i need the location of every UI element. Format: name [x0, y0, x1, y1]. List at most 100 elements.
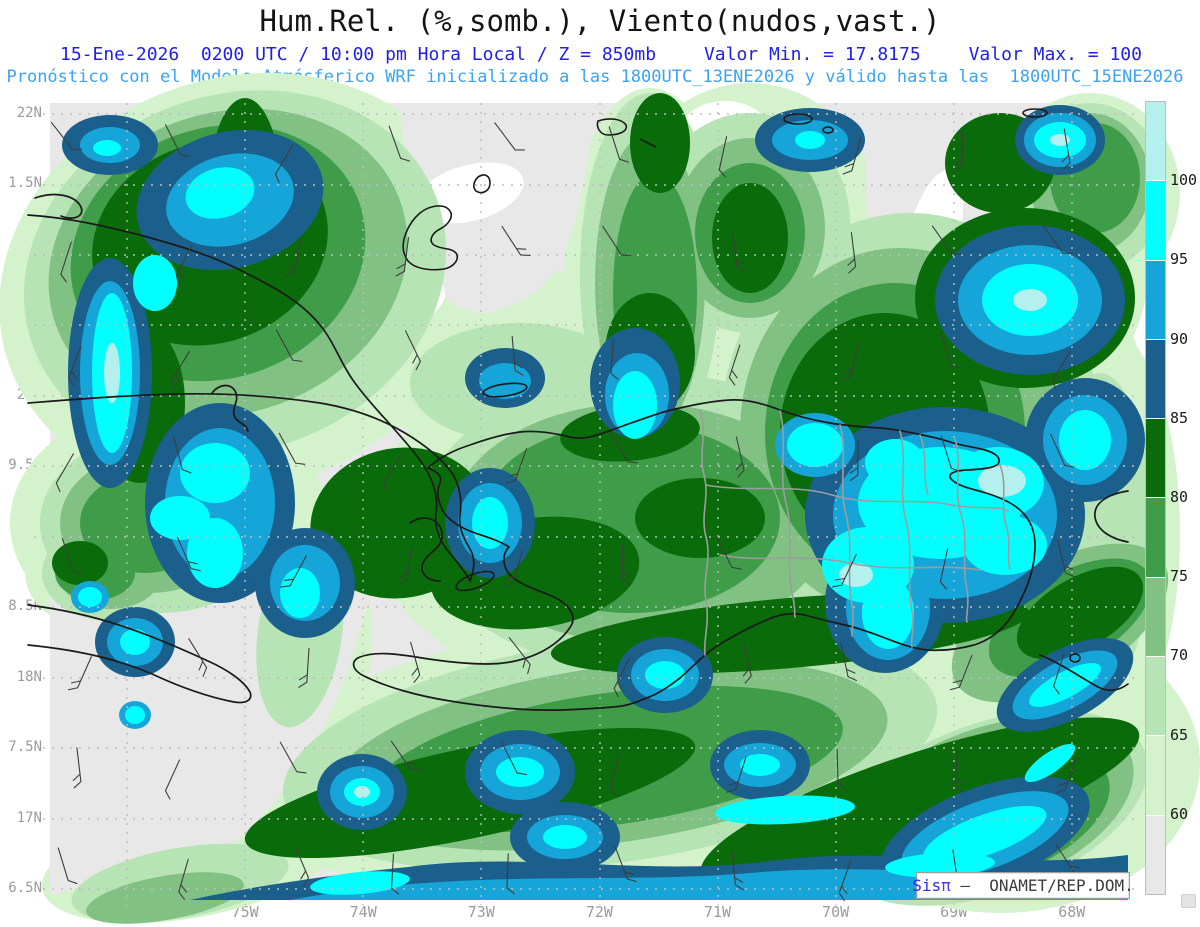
colorbar-segment	[1146, 102, 1165, 182]
y-axis-label: 22N	[16, 105, 42, 121]
wind-barb-icon	[849, 440, 859, 482]
watermark-text: – ONAMET/REP.DOM.	[950, 876, 1134, 895]
colorbar-tick-label: 95	[1170, 250, 1189, 269]
y-axis-label: 1.5N	[8, 175, 42, 192]
wind-barb-icon	[410, 641, 421, 683]
wind-barb-icon	[732, 232, 746, 272]
wind-barb-icon	[61, 538, 83, 575]
turks-islet	[639, 138, 657, 148]
wind-barb-icon	[1051, 350, 1071, 390]
wind-barb-icon	[621, 543, 631, 585]
wind-barb-icon	[609, 432, 638, 464]
y-axis-label: 8.5N	[8, 598, 42, 615]
wind-barb-icon	[836, 748, 847, 790]
forecast-datetime: 15-Ene-2026 0200 UTC / 10:00 pm Hora Loc…	[60, 44, 657, 65]
x-axis-label: 68W	[1058, 903, 1086, 921]
bahama-islet-2	[822, 126, 834, 134]
colorbar-tick-label: 60	[1170, 804, 1189, 823]
colorbar-tick-label: 65	[1170, 725, 1189, 744]
wind-barb-icon	[508, 637, 531, 675]
wind-barb-icon	[279, 741, 307, 774]
wind-barb-icon	[165, 124, 191, 158]
colorbar-segment	[1146, 181, 1165, 261]
colorbar-segment	[1146, 815, 1165, 894]
cuba-hook	[34, 193, 83, 219]
x-axis-label: 71W	[703, 903, 732, 921]
wind-barb-icon	[614, 846, 637, 882]
colorbar-tick-label: 100	[1170, 171, 1198, 190]
y-axis-label: 17N	[16, 809, 42, 826]
colorbar-segment	[1146, 577, 1165, 658]
cuba-bays	[409, 517, 443, 582]
wind-barb-icon	[939, 548, 949, 590]
colorbar-tick-label: 80	[1170, 488, 1189, 506]
x-axis-label: 72W	[585, 903, 613, 921]
wind-barb-icon	[503, 550, 524, 587]
wind-barb-icon	[838, 860, 852, 902]
wind-barb-icon	[284, 239, 302, 278]
page-title: Hum.Rel. (%,somb.), Viento(nudos,vast.)	[259, 4, 941, 38]
wind-barb-icon	[940, 435, 961, 472]
wind-barb-icon	[511, 335, 524, 376]
cuba-keys	[211, 384, 249, 432]
jamaica-coastline	[27, 604, 252, 704]
wind-barb-icon	[841, 342, 860, 381]
watermark-brand: Sis	[912, 876, 942, 895]
wind-barb-icon	[275, 329, 303, 362]
wind-barb-icon	[398, 545, 412, 586]
great-inagua-island	[402, 205, 459, 271]
wind-barb-icon	[67, 656, 92, 691]
model-init-line: Pronóstico con el Modelo Atmósferico WRF…	[6, 67, 1184, 87]
wind-barb-icon	[55, 453, 75, 493]
wind-barb-icon	[383, 453, 403, 493]
colorbar-segment	[1146, 419, 1165, 499]
wind-barb-icon	[1055, 757, 1077, 794]
wind-barb-icon	[178, 858, 189, 900]
wind-barb-icon	[188, 638, 208, 677]
wind-barb-icon	[1050, 433, 1075, 468]
colorbar-tick-label: 70	[1170, 646, 1189, 665]
wind-barb-icon	[742, 642, 752, 684]
wind-barb-icon	[388, 125, 411, 162]
wind-barb-icon	[726, 756, 747, 793]
wind-barb-icon	[949, 655, 973, 691]
wind-barb-icon	[840, 642, 857, 682]
wind-barb-icon	[731, 850, 744, 891]
wind-barb-icon	[501, 742, 527, 776]
wind-barb-icon	[931, 225, 962, 255]
wind-barb-icon	[718, 136, 728, 178]
humidity-colorbar	[1145, 101, 1166, 895]
wind-barb-icon	[728, 344, 741, 386]
colorbar-segment	[1146, 498, 1165, 578]
wind-barb-icon	[609, 754, 619, 796]
wind-barbs	[50, 122, 1085, 902]
wind-barb-icon	[831, 553, 857, 588]
wind-barb-icon	[164, 759, 181, 800]
cuba-south-coast	[27, 393, 475, 582]
caicos-islands	[596, 118, 628, 136]
wind-barb-icon	[405, 330, 421, 371]
saona-coast-line	[1039, 654, 1129, 692]
wind-barb-icon	[391, 853, 400, 895]
wind-barb-icon	[68, 345, 82, 387]
wind-barb-icon	[1042, 225, 1074, 254]
colorbar-segment	[1146, 260, 1165, 340]
bahama-islet-1	[783, 113, 813, 125]
wind-barb-icon	[1057, 539, 1075, 578]
corner-artifact	[1181, 894, 1196, 908]
wind-barb-icon	[602, 225, 632, 257]
gridlines	[34, 103, 1136, 905]
wind-barb-icon	[395, 237, 410, 277]
colorbar-tick-labels: 100 95 90 85 80 75 70 65 60	[1170, 101, 1200, 893]
gonave-island	[455, 570, 495, 592]
forecast-datetime-line: 15-Ene-2026 0200 UTC / 10:00 pm Hora Loc…	[60, 44, 1142, 65]
map-plot-area	[0, 72, 1200, 924]
x-axis-label: 70W	[822, 903, 850, 921]
wind-barb-icon	[494, 122, 526, 151]
wind-barb-icon	[940, 332, 962, 369]
bahama-islet-3	[1022, 108, 1048, 118]
watermark-pi-logo: π	[941, 876, 951, 895]
wind-barb-icon	[847, 232, 857, 274]
wind-barb-icon	[613, 657, 631, 698]
